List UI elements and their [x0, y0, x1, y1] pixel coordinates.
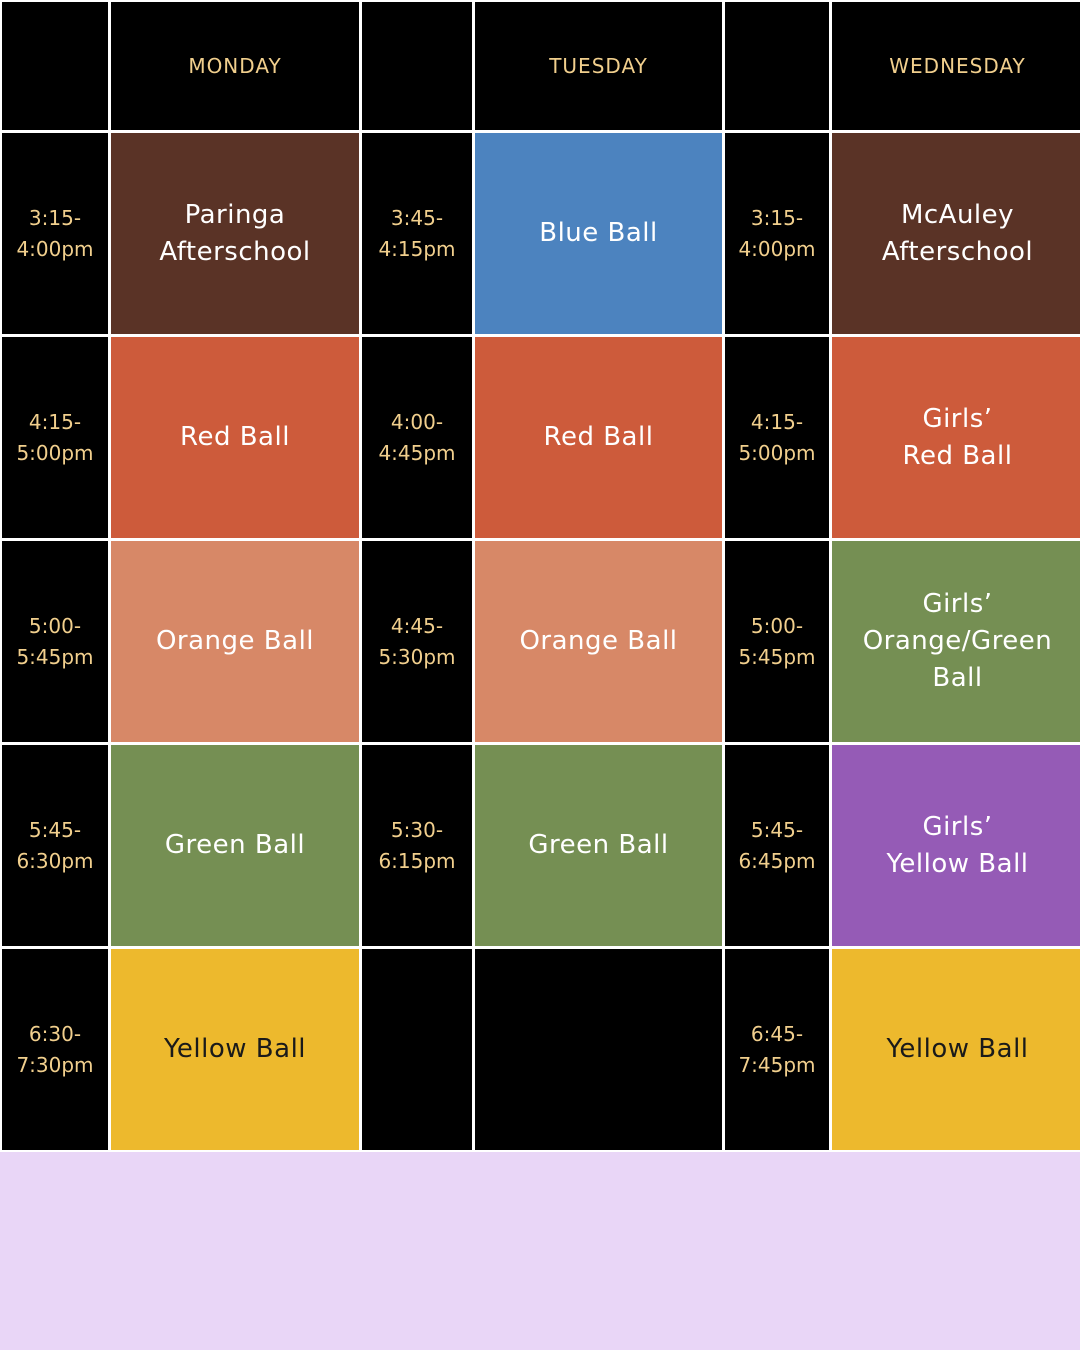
footer-band	[0, 1152, 1080, 1350]
class-block-wednesday: Girls’ Red Ball	[832, 337, 1080, 538]
time-slot-monday: 6:30- 7:30pm	[2, 949, 108, 1150]
day-header-monday: MONDAY	[111, 2, 359, 130]
time-slot-tuesday: 4:00- 4:45pm	[362, 337, 472, 538]
time-slot-wednesday: 3:15- 4:00pm	[725, 133, 829, 334]
time-slot-wednesday: 4:15- 5:00pm	[725, 337, 829, 538]
time-slot-tuesday: 5:30- 6:15pm	[362, 745, 472, 946]
time-slot-wednesday: 5:00- 5:45pm	[725, 541, 829, 742]
class-block-wednesday: McAuley Afterschool	[832, 133, 1080, 334]
class-block-monday: Paringa Afterschool	[111, 133, 359, 334]
class-block-monday: Green Ball	[111, 745, 359, 946]
class-block-monday: Yellow Ball	[111, 949, 359, 1150]
class-block-tuesday: Orange Ball	[475, 541, 722, 742]
time-slot-monday: 5:00- 5:45pm	[2, 541, 108, 742]
class-block-wednesday: Girls’ Yellow Ball	[832, 745, 1080, 946]
class-block-tuesday: Green Ball	[475, 745, 722, 946]
day-header-tuesday: TUESDAY	[475, 2, 722, 130]
class-block-wednesday: Girls’ Orange/Green Ball	[832, 541, 1080, 742]
day-header-wednesday: WEDNESDAY	[832, 2, 1080, 130]
class-block-monday: Red Ball	[111, 337, 359, 538]
header-spacer-tuesday	[362, 2, 472, 130]
time-slot-monday: 3:15- 4:00pm	[2, 133, 108, 334]
class-block-tuesday: Red Ball	[475, 337, 722, 538]
class-block-wednesday: Yellow Ball	[832, 949, 1080, 1150]
time-slot-wednesday: 6:45- 7:45pm	[725, 949, 829, 1150]
empty-class-block-tuesday	[475, 949, 722, 1150]
empty-time-slot-tuesday	[362, 949, 472, 1150]
time-slot-tuesday: 4:45- 5:30pm	[362, 541, 472, 742]
time-slot-wednesday: 5:45- 6:45pm	[725, 745, 829, 946]
header-spacer-wednesday	[725, 2, 829, 130]
header-spacer-monday	[2, 2, 108, 130]
class-block-monday: Orange Ball	[111, 541, 359, 742]
class-block-tuesday: Blue Ball	[475, 133, 722, 334]
time-slot-monday: 5:45- 6:30pm	[2, 745, 108, 946]
timetable-grid: MONDAY TUESDAY WEDNESDAY 3:15- 4:00pm Pa…	[0, 0, 1080, 1152]
time-slot-tuesday: 3:45- 4:15pm	[362, 133, 472, 334]
time-slot-monday: 4:15- 5:00pm	[2, 337, 108, 538]
